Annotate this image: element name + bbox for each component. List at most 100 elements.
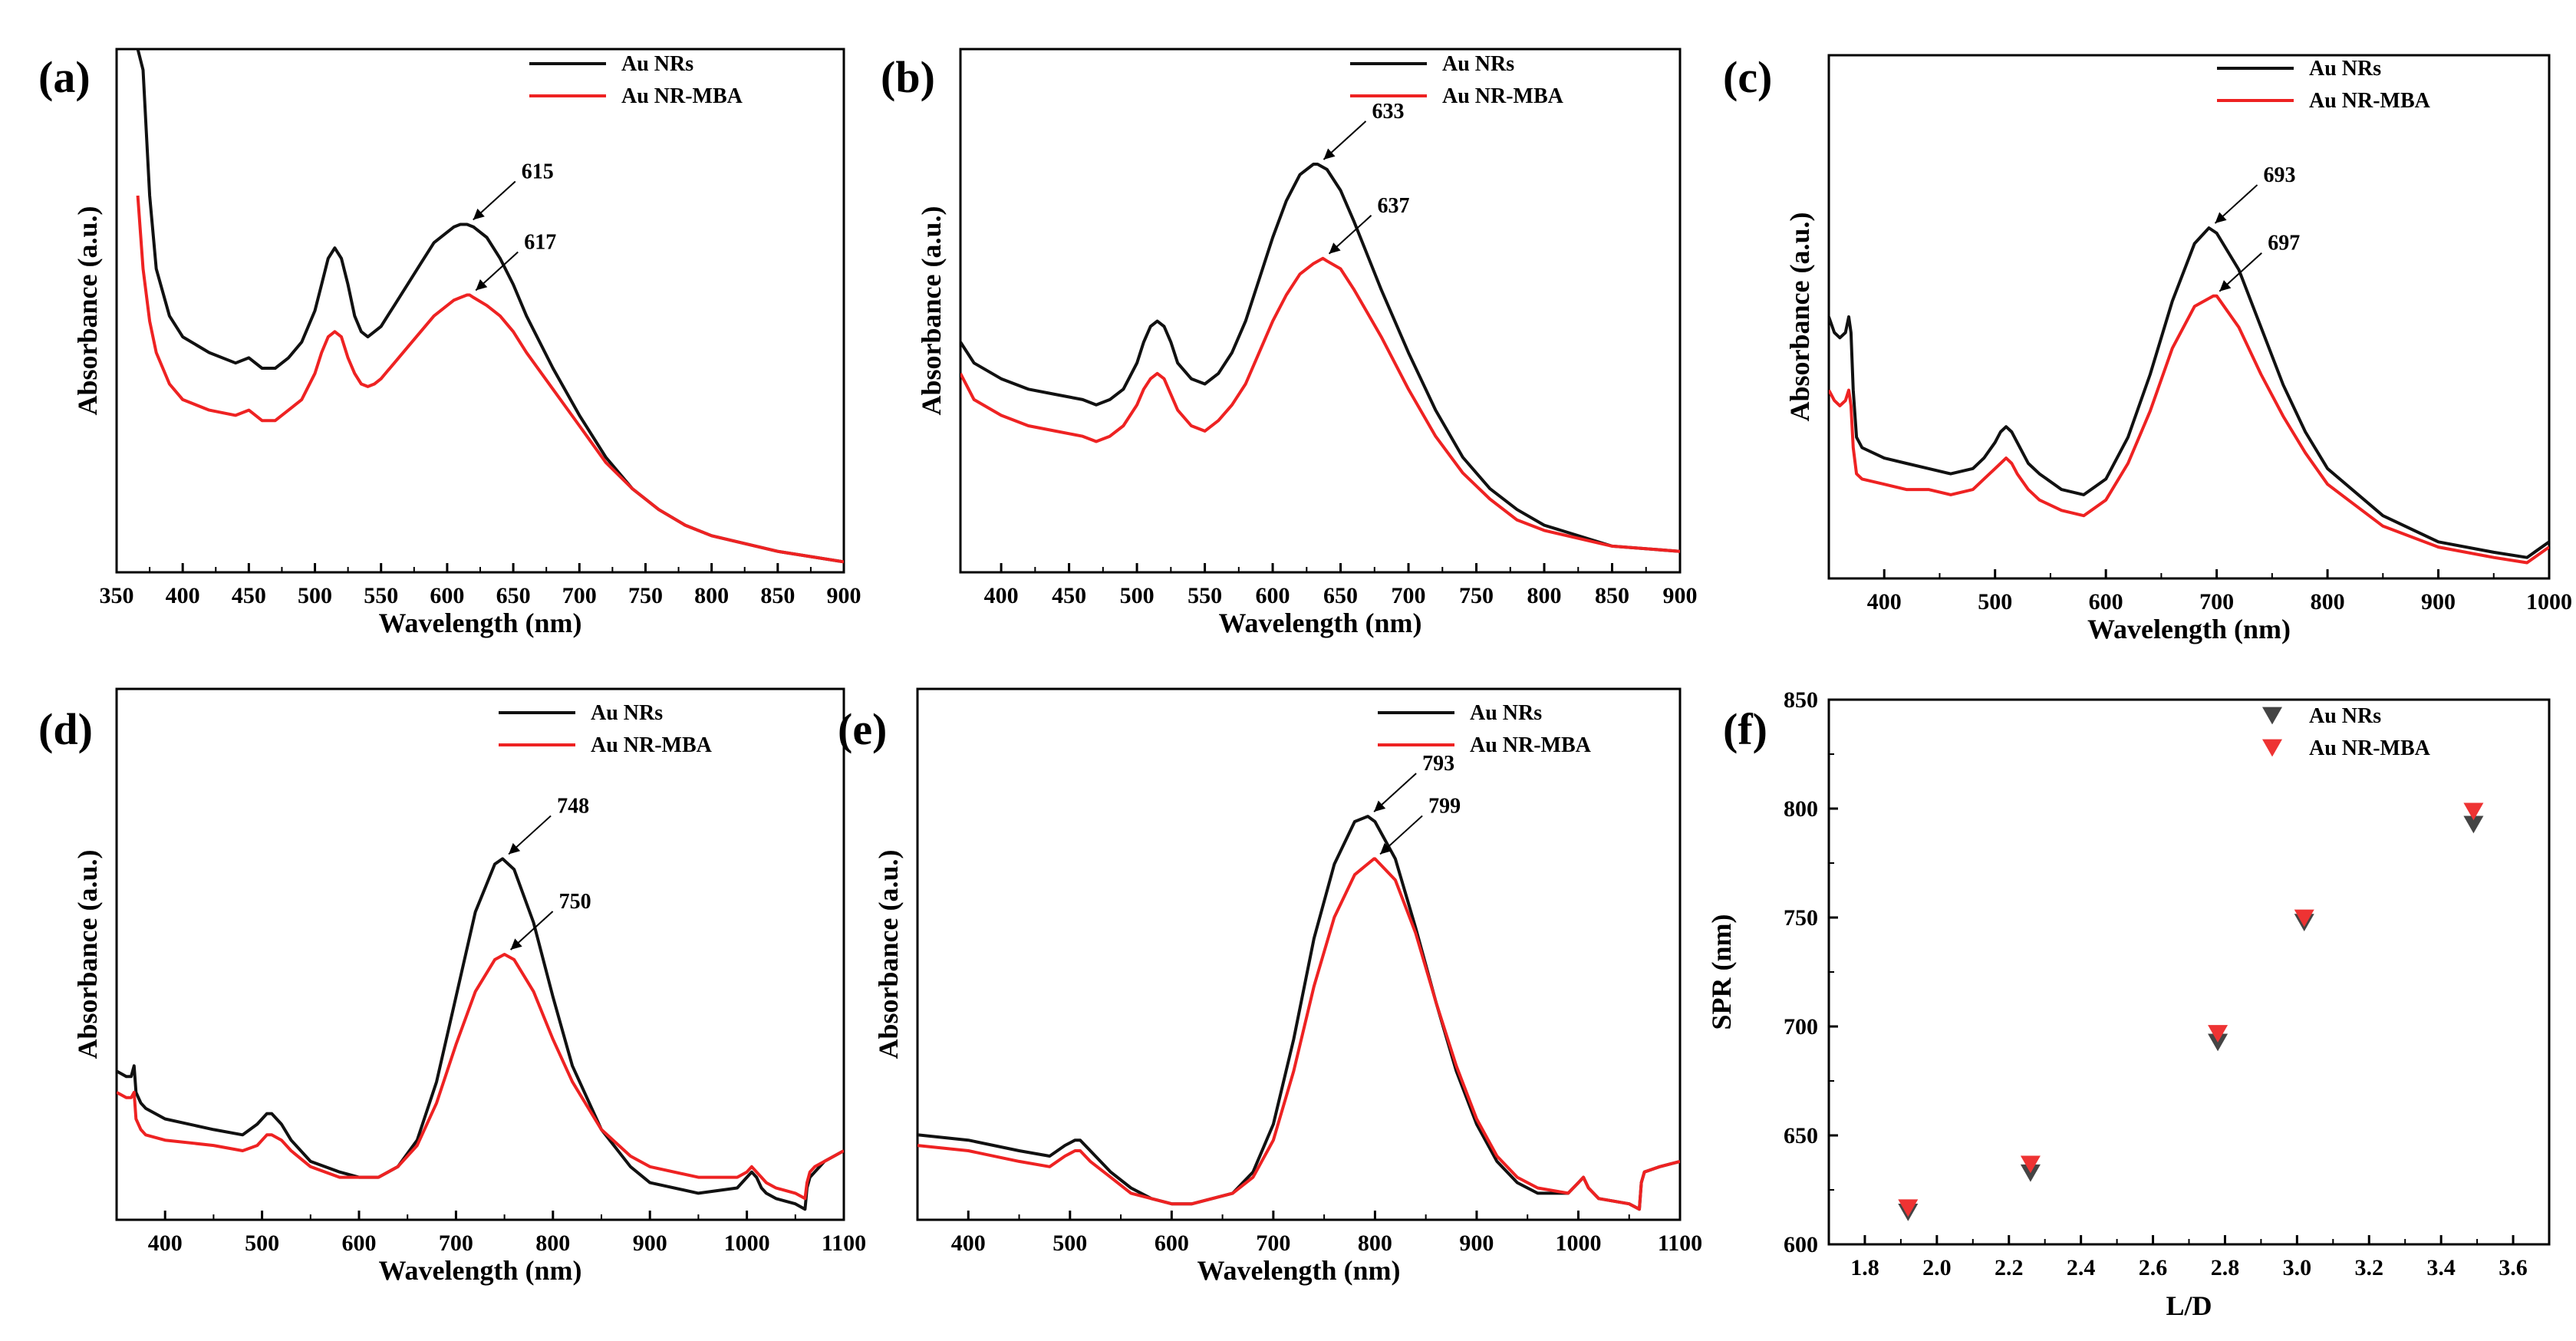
series-line-au-nr-mba [917,857,1680,1211]
x-axis-ticks: 400 500 600 700 800 900 1000 1100 [148,1211,866,1256]
x-axis-label: Wavelength (nm) [2087,614,2291,644]
peak-annotation: 748 [508,794,589,855]
axes-frame [916,687,1682,1221]
x-tick-label: 1000 [1555,1231,1601,1256]
x-tick-label: 800 [2311,589,2345,614]
x-tick-label: 850 [760,583,795,608]
peak-label: 633 [1372,100,1404,124]
legend-label: Au NRs [621,52,693,76]
x-tick-label: 850 [1595,583,1629,608]
y-axis-ticks: 600 650 700 750 800 850 [1784,687,1838,1257]
panel-label-a: (a) [38,52,91,102]
x-tick-label: 800 [1358,1231,1392,1256]
peak-label: 615 [522,160,554,183]
x-tick-label: 450 [1052,583,1086,608]
peak-annotation: 637 [1328,194,1410,255]
x-tick-label: 600 [2089,589,2123,614]
y-tick-label: 650 [1784,1123,1818,1148]
x-tick-label: 2.8 [2211,1255,2240,1280]
panel-d: (d) 400 500 600 700 800 900 1000 1100 Wavelength … [38,687,866,1286]
plot-area [1898,802,2484,1221]
x-tick-label: 3.2 [2355,1255,2384,1280]
x-tick-label: 1100 [822,1231,866,1256]
x-tick-label: 750 [1459,583,1494,608]
x-tick-label: 1000 [724,1231,770,1256]
legend: Au NRs Au NR-MBA [2217,57,2431,113]
legend-label: Au NR-MBA [1470,733,1592,757]
annotation-arrowhead [1380,842,1392,855]
legend: Au NRs Au NR-MBA [1378,701,1592,757]
peak-annotation: 693 [2214,163,2296,224]
x-axis-label: Wavelength (nm) [379,1255,582,1286]
y-axis-label: Absorbance (a.u.) [72,849,103,1059]
y-tick-label: 700 [1784,1014,1818,1040]
y-tick-label: 600 [1784,1232,1818,1257]
y-tick-label: 750 [1784,905,1818,931]
axes-frame [115,687,845,1221]
legend-marker [2262,707,2282,725]
series-line-au-nr-mba [136,195,844,564]
peak-label: 693 [2264,163,2296,187]
annotation-arrowhead [1374,800,1386,812]
series-line-au-nrs [1829,226,2549,559]
legend: Au NRs Au NR-MBA [1350,52,1564,108]
annotation-arrowhead [1323,148,1336,160]
x-tick-label: 500 [1052,1231,1087,1256]
panel-label-d: (d) [38,704,93,754]
x-tick-label: 1.8 [1850,1255,1879,1280]
peak-label: 637 [1378,194,1410,218]
annotation-arrowhead [473,208,485,220]
y-axis-label: Absorbance (a.u.) [916,206,947,415]
x-tick-label: 350 [100,583,134,608]
peak-label: 748 [557,794,589,818]
legend: Au NRs Au NR-MBA [529,52,743,108]
peak-annotation: 617 [475,231,556,292]
peak-annotation: 697 [2219,232,2300,292]
x-tick-label: 650 [1323,583,1358,608]
legend-label: Au NRs [2309,704,2381,728]
annotation-arrowhead [2215,212,2227,224]
x-tick-label: 3.4 [2426,1255,2456,1280]
legend-label: Au NRs [2309,57,2381,81]
x-axis-ticks: 1.8 2.0 2.2 2.4 2.6 2.8 3.0 3.2 3.4 3.6 [1850,1235,2528,1280]
legend: Au NRs Au NR-MBA [2262,704,2431,760]
series-line-au-nrs [117,857,844,1211]
series-line-au-nrs [960,163,1680,553]
x-tick-label: 700 [2199,589,2234,614]
x-tick-label: 900 [633,1231,667,1256]
x-axis-label: Wavelength (nm) [1197,1255,1401,1286]
series-line-au-nr-mba [1829,294,2549,565]
x-tick-label: 500 [298,583,332,608]
annotation-arrowhead [509,842,521,855]
x-tick-label: 400 [1867,589,1902,614]
annotation-arrowhead [1329,242,1341,254]
x-tick-label: 400 [166,583,200,608]
series-line-au-nr-mba [117,953,844,1201]
x-axis-ticks: 400 500 600 700 800 900 1000 1100 [951,1211,1702,1256]
x-tick-label: 3.0 [2283,1255,2312,1280]
x-tick-label: 800 [1527,583,1562,608]
annotation-arrowhead [476,278,488,291]
legend-marker [2262,739,2282,757]
plot-area [960,163,1680,553]
x-axis-label: Wavelength (nm) [379,608,582,638]
x-tick-label: 700 [1392,583,1426,608]
axes-frame [959,48,1682,574]
x-tick-label: 800 [694,583,729,608]
x-tick-label: 400 [148,1231,183,1256]
peak-annotation: 615 [473,160,554,221]
x-tick-label: 500 [245,1231,279,1256]
peak-label: 793 [1422,752,1454,776]
x-tick-label: 650 [496,583,531,608]
peak-annotation: 793 [1373,752,1454,812]
x-axis-ticks: 400 450 500 550 600 650 700 750 800 850 900 [984,563,1698,608]
panel-label-b: (b) [881,52,935,102]
x-tick-label: 500 [1120,583,1155,608]
x-tick-label: 600 [1155,1231,1189,1256]
legend: Au NRs Au NR-MBA [499,701,713,757]
legend-label: Au NRs [1470,701,1542,725]
scatter-point-au-nr-mba [2463,802,2484,821]
x-tick-label: 400 [951,1231,986,1256]
peak-annotation: 799 [1379,794,1461,855]
